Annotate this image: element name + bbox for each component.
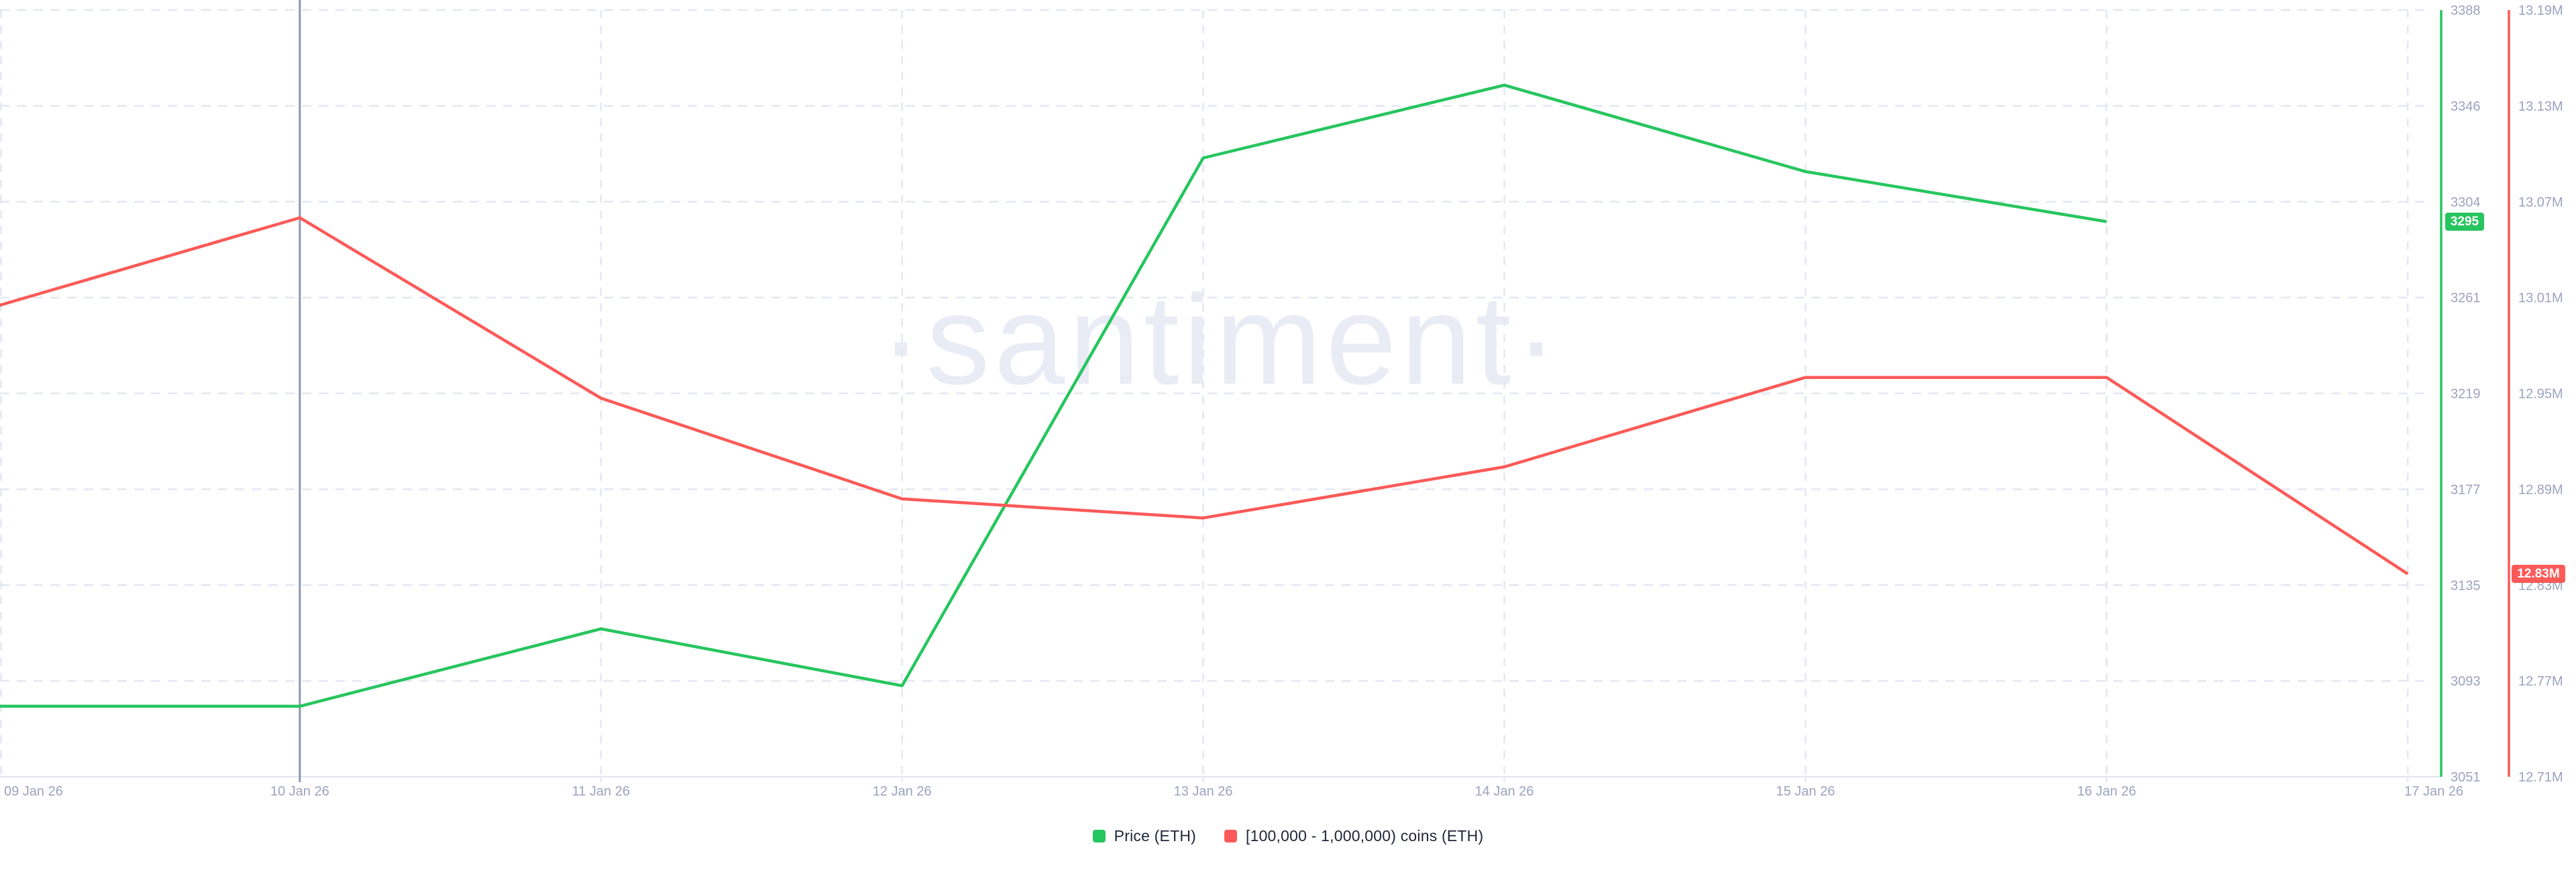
coins-axis-tick-label: 13.13M [2518, 99, 2563, 114]
x-axis-date-label: 10 Jan 26 [270, 784, 329, 799]
x-axis-date-label: 15 Jan 26 [1776, 784, 1835, 799]
x-axis-date-label: 13 Jan 26 [1174, 784, 1233, 799]
legend-label-price: Price (ETH) [1114, 827, 1196, 844]
price-axis-tick-label: 3051 [2451, 770, 2481, 785]
x-axis-date-label: 17 Jan 26 [2404, 784, 2463, 799]
legend-item-coins[interactable]: [100,000 - 1,000,000) coins (ETH) [1224, 827, 1483, 845]
coins-last-value-badge: 12.83M [2512, 565, 2565, 584]
price-last-value-badge: 3295 [2445, 212, 2484, 231]
price-axis-tick-label: 3261 [2451, 291, 2481, 306]
coins-axis-tick-label: 12.89M [2518, 482, 2563, 497]
coins-axis-tick-label: 13.01M [2518, 291, 2563, 306]
price-axis-tick-label: 3304 [2451, 195, 2481, 210]
price-series-swatch-icon [1092, 830, 1106, 842]
price-axis-tick-label: 3346 [2451, 99, 2481, 114]
legend-label-coins: [100,000 - 1,000,000) coins (ETH) [1245, 827, 1484, 844]
price-line [0, 83, 2107, 708]
legend-item-price[interactable]: Price (ETH) [1092, 827, 1196, 845]
price-axis-tick-label: 3135 [2451, 578, 2481, 593]
x-axis-date-label: 11 Jan 26 [572, 784, 630, 799]
x-axis-date-label: 14 Jan 26 [1475, 784, 1534, 799]
coins-axis-tick-label: 12.95M [2518, 387, 2563, 402]
price-axis-tick-label: 3177 [2451, 482, 2481, 497]
x-axis-date-label: 16 Jan 26 [2077, 784, 2136, 799]
price-axis-tick-label: 3388 [2451, 3, 2481, 18]
coins-axis-tick-label: 12.77M [2518, 674, 2563, 689]
coins-axis-tick-label: 13.07M [2518, 195, 2563, 210]
x-axis-date-label: 09 Jan 26 [4, 784, 63, 799]
x-axis-date-label: 12 Jan 26 [873, 784, 932, 799]
coins-axis-tick-label: 12.71M [2518, 770, 2563, 785]
coins-series-swatch-icon [1224, 830, 1237, 842]
coins-line [0, 216, 2409, 576]
price-axis-tick-label: 3093 [2451, 674, 2481, 689]
coins-axis-tick-label: 13.19M [2518, 3, 2563, 18]
price-axis-tick-label: 3219 [2451, 387, 2481, 402]
chart-legend: Price (ETH) [100,000 - 1,000,000) coins … [0, 827, 2576, 845]
